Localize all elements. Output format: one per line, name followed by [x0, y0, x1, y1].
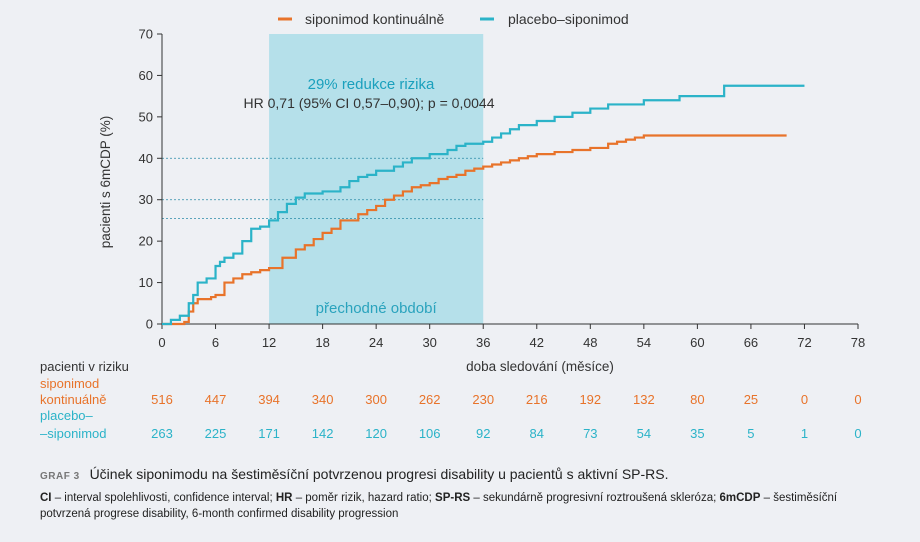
- x-tick-label: 6: [212, 335, 219, 350]
- x-tick-label: 60: [690, 335, 704, 350]
- x-tick-label: 30: [422, 335, 436, 350]
- risk-value: 120: [365, 426, 387, 441]
- risk-value: 0: [801, 392, 808, 407]
- y-tick-label: 70: [139, 27, 153, 42]
- risk-value: 447: [205, 392, 227, 407]
- note-term: 6mCDP: [719, 492, 761, 504]
- figure-caption: GRAF 3 Účinek siponimodu na šestiměsíční…: [40, 466, 890, 482]
- risk-row-label: –siponimod: [40, 426, 107, 441]
- legend-label: placebo–siponimod: [508, 11, 629, 27]
- figure-label: GRAF 3: [40, 471, 80, 482]
- risk-value: 73: [583, 426, 597, 441]
- risk-row-label: siponimod: [40, 376, 99, 391]
- note-term: CI: [40, 492, 52, 504]
- legend-label: siponimod kontinuálně: [305, 11, 445, 27]
- x-tick-label: 24: [369, 335, 383, 350]
- x-tick-label: 72: [797, 335, 811, 350]
- risk-value: 132: [633, 392, 655, 407]
- annotation-title: 29% redukce rizika: [308, 76, 435, 93]
- risk-value: 54: [637, 426, 651, 441]
- risk-value: 25: [744, 392, 758, 407]
- risk-value: 84: [530, 426, 544, 441]
- x-tick-label: 0: [158, 335, 165, 350]
- abbreviation-notes: CI – interval spolehlivosti, confidence …: [40, 490, 890, 522]
- y-tick-label: 0: [146, 317, 153, 332]
- risk-value: 142: [312, 426, 334, 441]
- x-tick-label: 48: [583, 335, 597, 350]
- y-tick-label: 10: [139, 275, 153, 290]
- x-tick-label: 78: [851, 335, 865, 350]
- risk-value: 230: [472, 392, 494, 407]
- annotation-hr: HR 0,71 (95% CI 0,57–0,90); p = 0,0044: [244, 95, 495, 111]
- risk-value: 225: [205, 426, 227, 441]
- figure-title: Účinek siponimodu na šestiměsíční potvrz…: [89, 466, 669, 482]
- risk-row-label: kontinuálně: [40, 392, 107, 407]
- risk-value: 262: [419, 392, 441, 407]
- x-tick-label: 42: [530, 335, 544, 350]
- note-def: – poměr rizik, hazard ratio;: [292, 492, 436, 504]
- risk-value: 0: [854, 426, 861, 441]
- risk-value: 106: [419, 426, 441, 441]
- risk-value: 263: [151, 426, 173, 441]
- y-tick-label: 30: [139, 192, 153, 207]
- risk-row-label: placebo–: [40, 408, 94, 423]
- y-tick-label: 60: [139, 68, 153, 83]
- risk-value: 340: [312, 392, 334, 407]
- km-curve-siponimod: [162, 134, 787, 326]
- x-tick-label: 66: [744, 335, 758, 350]
- risk-value: 300: [365, 392, 387, 407]
- x-tick-label: 18: [315, 335, 329, 350]
- y-axis-title: pacienti s 6mCDP (%): [98, 116, 113, 249]
- note-def: – sekundárně progresivní roztroušená skl…: [470, 492, 720, 504]
- y-tick-label: 20: [139, 234, 153, 249]
- note-def: – šestiměsíční potvrzená progrese disabi…: [40, 492, 838, 520]
- risk-value: 1: [801, 426, 808, 441]
- x-tick-label: 12: [262, 335, 276, 350]
- risk-value: 80: [690, 392, 704, 407]
- x-axis-title: doba sledování (měsíce): [466, 359, 614, 374]
- risk-value: 394: [258, 392, 280, 407]
- x-tick-label: 54: [637, 335, 651, 350]
- risk-value: 171: [258, 426, 280, 441]
- risk-value: 35: [690, 426, 704, 441]
- note-term: SP-RS: [435, 492, 471, 504]
- y-tick-label: 40: [139, 151, 153, 166]
- y-tick-label: 50: [139, 109, 153, 124]
- risk-value: 92: [476, 426, 490, 441]
- km-curve-placebo: [162, 84, 805, 326]
- risk-value: 216: [526, 392, 548, 407]
- risk-value: 516: [151, 392, 173, 407]
- risk-value: 192: [579, 392, 601, 407]
- note-term: HR: [275, 492, 293, 504]
- risk-value: 0: [854, 392, 861, 407]
- transition-period-label: přechodné období: [316, 300, 438, 317]
- note-def: – interval spolehlivosti, confidence int…: [51, 492, 276, 504]
- x-tick-label: 36: [476, 335, 490, 350]
- risk-value: 5: [747, 426, 754, 441]
- risk-table-header: pacienti v riziku: [40, 359, 129, 374]
